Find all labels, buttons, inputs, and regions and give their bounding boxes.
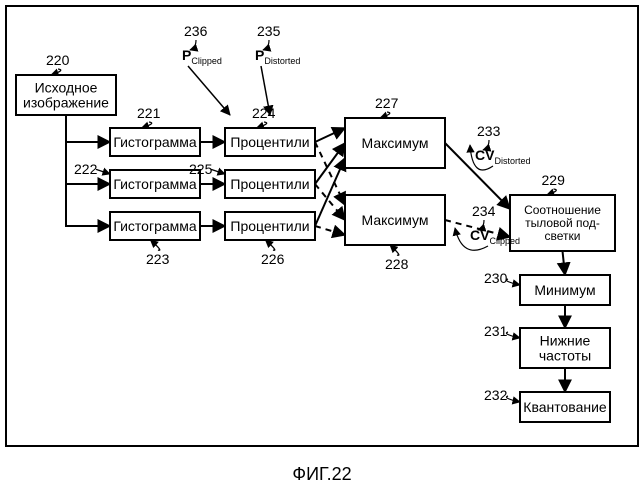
node-n225-line0: Процентили — [230, 176, 309, 192]
node-n222-line0: Гистограмма — [113, 176, 197, 192]
edge-n226-n227 — [315, 158, 345, 226]
node-n231-line1: частоты — [539, 347, 591, 363]
node-n229-number: 229 — [542, 172, 566, 188]
boxes-layer: Исходноеизображение 220 Гистограмма 221 Гист… — [16, 52, 615, 422]
ext-p_distorted-number: 235 — [257, 23, 281, 39]
diagram-canvas: Исходноеизображение 220 Гистограмма 221 Гист… — [0, 0, 644, 500]
node-n227-line0: Максимум — [362, 135, 429, 151]
node-n220-line1: изображение — [23, 94, 109, 110]
node-n227-number: 227 — [375, 95, 399, 111]
node-n232-number: 232 — [484, 387, 508, 403]
edge-n226-n228 — [315, 226, 345, 235]
node-n222-number: 222 — [74, 161, 98, 177]
node-n232-line0: Квантование — [523, 399, 607, 415]
edge-n229-n230 — [563, 251, 566, 275]
figure-caption: ФИГ.22 — [292, 464, 351, 484]
node-n228-line0: Максимум — [362, 212, 429, 228]
node-n226-line0: Процентили — [230, 218, 309, 234]
node-n223-number: 223 — [146, 251, 170, 267]
node-n223-line0: Гистограмма — [113, 218, 197, 234]
ext-p_clipped: PClipped — [182, 47, 222, 66]
node-n228-number: 228 — [385, 256, 409, 272]
node-n225-number: 225 — [189, 161, 213, 177]
node-n230-line0: Минимум — [534, 282, 595, 298]
node-n221-number: 221 — [137, 105, 161, 121]
node-n220-line0: Исходное — [35, 79, 98, 95]
ext-cv_distorted-number: 233 — [477, 123, 501, 139]
ext-cv_clipped-number: 234 — [472, 203, 496, 219]
node-n224-number: 224 — [252, 105, 276, 121]
node-n221-line0: Гистограмма — [113, 134, 197, 150]
node-n229-line0: Соотношение — [524, 203, 601, 217]
node-n231-line0: Нижние — [540, 332, 591, 348]
node-n229-line1: тыловой под- — [525, 216, 600, 230]
node-n220-number: 220 — [46, 52, 70, 68]
node-n224-line0: Процентили — [230, 134, 309, 150]
edge-n224-n228 — [315, 142, 345, 205]
ext-p_distorted: PDistorted — [255, 47, 300, 66]
node-n231-number: 231 — [484, 323, 508, 339]
ext-p_clipped-number: 236 — [184, 23, 208, 39]
edge-n225-n227 — [315, 143, 345, 184]
edge-n220-n221 — [66, 115, 110, 142]
node-n230-number: 230 — [484, 270, 508, 286]
edge-n224-n227 — [315, 128, 345, 142]
node-n226-number: 226 — [261, 251, 285, 267]
node-n229-line2: светки — [545, 229, 581, 243]
